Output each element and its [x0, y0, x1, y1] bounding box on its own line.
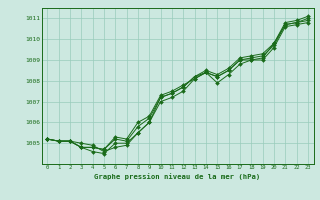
- X-axis label: Graphe pression niveau de la mer (hPa): Graphe pression niveau de la mer (hPa): [94, 173, 261, 180]
